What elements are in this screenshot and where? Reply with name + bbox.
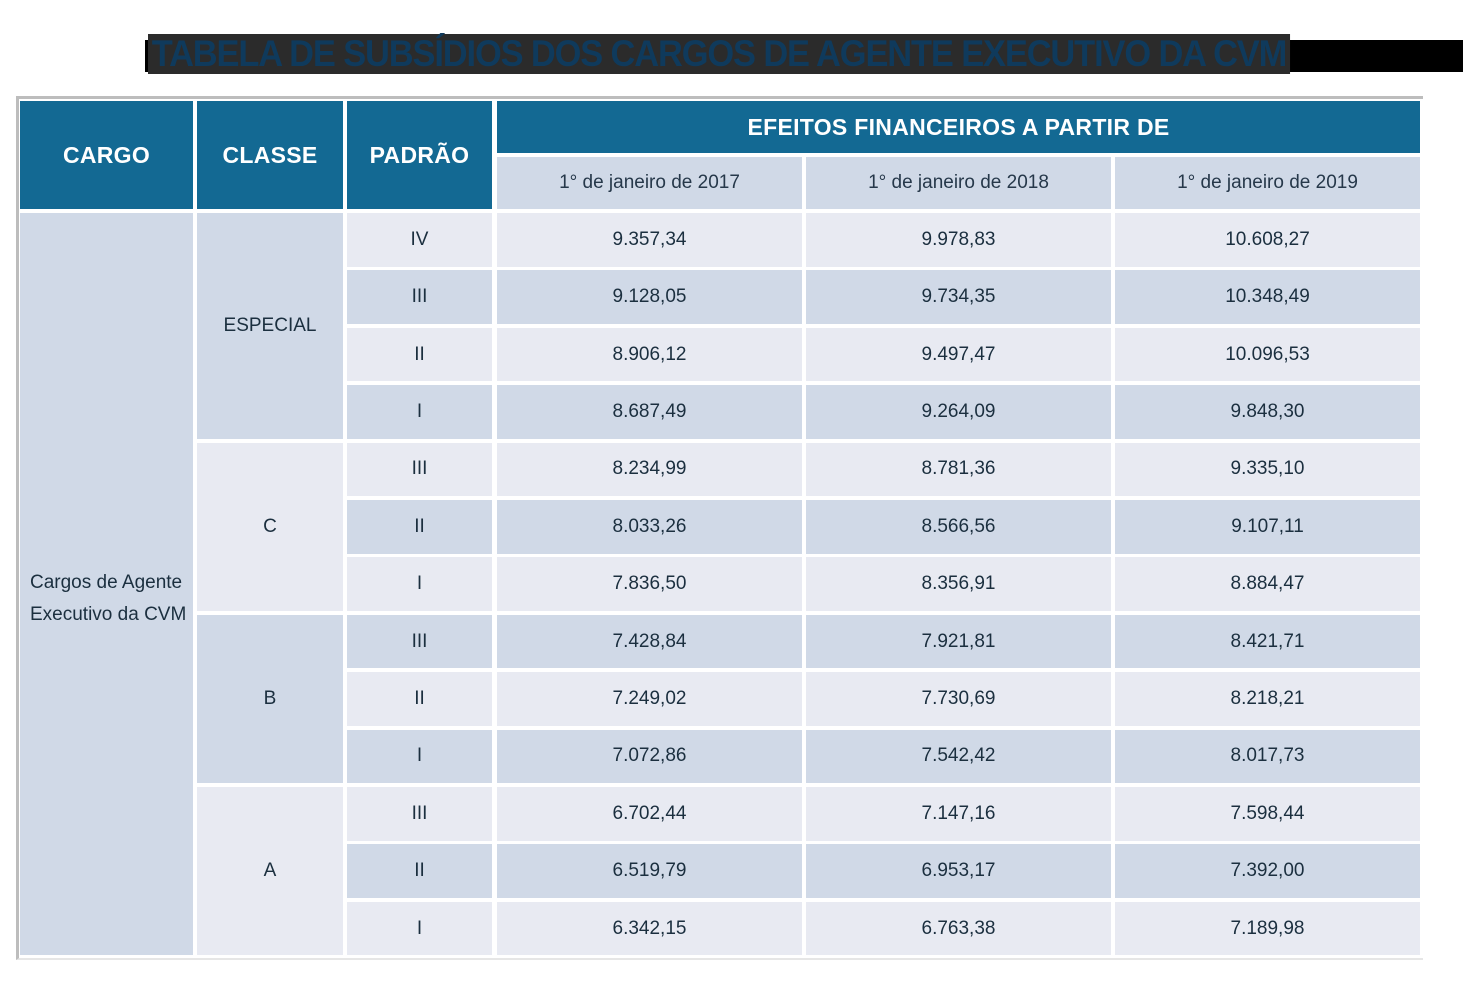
classe-cell-c: C xyxy=(197,442,343,611)
padrao-cell: II xyxy=(347,672,492,726)
header-date-2019: 1° de janeiro de 2019 xyxy=(1115,157,1420,209)
value-cell-2017: 7.249,02 xyxy=(497,672,802,726)
page-title: TABELA DE SUBSÍDIOS DOS CARGOS DE AGENTE… xyxy=(148,34,1290,74)
value-cell-2018: 7.542,42 xyxy=(806,729,1111,784)
cargo-label: Cargos de Agente Executivo da CVM xyxy=(30,567,186,631)
value-cell-2017: 6.519,79 xyxy=(497,844,802,898)
value-cell-2019: 10.608,27 xyxy=(1115,213,1420,267)
value-cell-2018: 8.781,36 xyxy=(806,442,1111,497)
value-cell-2019: 9.335,10 xyxy=(1115,442,1420,497)
header-efeitos-financeiros: EFEITOS FINANCEIROS A PARTIR DE xyxy=(497,101,1420,153)
header-padrao: PADRÃO xyxy=(347,101,492,209)
value-cell-2018: 9.497,47 xyxy=(806,327,1111,382)
value-cell-2019: 8.884,47 xyxy=(1115,557,1420,611)
padrao-cell: I xyxy=(347,729,492,784)
value-cell-2017: 8.687,49 xyxy=(497,385,802,439)
value-cell-2018: 7.147,16 xyxy=(806,787,1111,841)
value-cell-2019: 7.598,44 xyxy=(1115,787,1420,841)
cargo-label-line: Cargos de Agente xyxy=(30,572,183,594)
value-cell-2018: 7.921,81 xyxy=(806,614,1111,669)
padrao-cell: I xyxy=(347,557,492,611)
header-date-2017: 1° de janeiro de 2017 xyxy=(497,157,802,209)
header-date-2018: 1° de janeiro de 2018 xyxy=(806,157,1111,209)
value-cell-2019: 8.017,73 xyxy=(1115,729,1420,784)
value-cell-2019: 7.392,00 xyxy=(1115,844,1420,898)
value-cell-2018: 6.763,38 xyxy=(806,901,1111,956)
value-cell-2017: 6.702,44 xyxy=(497,787,802,841)
value-cell-2018: 8.566,56 xyxy=(806,500,1111,554)
padrao-cell: II xyxy=(347,500,492,554)
value-cell-2017: 8.906,12 xyxy=(497,327,802,382)
value-cell-2017: 7.836,50 xyxy=(497,557,802,611)
value-cell-2019: 8.218,21 xyxy=(1115,672,1420,726)
header-classe: CLASSE xyxy=(197,101,343,209)
value-cell-2017: 9.357,34 xyxy=(497,213,802,267)
value-cell-2019: 8.421,71 xyxy=(1115,614,1420,669)
padrao-cell: III xyxy=(347,270,492,324)
value-cell-2017: 8.033,26 xyxy=(497,500,802,554)
padrao-cell: IV xyxy=(347,213,492,267)
value-cell-2019: 9.107,11 xyxy=(1115,500,1420,554)
cargo-cell: Cargos de Agente Executivo da CVM xyxy=(20,213,193,956)
value-cell-2017: 9.128,05 xyxy=(497,270,802,324)
padrao-cell: II xyxy=(347,327,492,382)
value-cell-2019: 9.848,30 xyxy=(1115,385,1420,439)
classe-cell-a: A xyxy=(197,787,343,956)
value-cell-2019: 7.189,98 xyxy=(1115,901,1420,956)
value-cell-2018: 6.953,17 xyxy=(806,844,1111,898)
padrao-cell: III xyxy=(347,787,492,841)
padrao-cell: III xyxy=(347,442,492,497)
classe-cell-especial: ESPECIAL xyxy=(197,213,343,439)
value-cell-2018: 8.356,91 xyxy=(806,557,1111,611)
value-cell-2019: 10.096,53 xyxy=(1115,327,1420,382)
value-cell-2018: 9.978,83 xyxy=(806,213,1111,267)
value-cell-2017: 8.234,99 xyxy=(497,442,802,497)
cargo-label-line: Executivo da CVM xyxy=(30,604,187,626)
value-cell-2017: 7.072,86 xyxy=(497,729,802,784)
value-cell-2018: 9.734,35 xyxy=(806,270,1111,324)
value-cell-2017: 7.428,84 xyxy=(497,614,802,669)
padrao-cell: I xyxy=(347,385,492,439)
header-cargo: CARGO xyxy=(20,101,193,209)
value-cell-2018: 9.264,09 xyxy=(806,385,1111,439)
padrao-cell: I xyxy=(347,901,492,956)
value-cell-2017: 6.342,15 xyxy=(497,901,802,956)
value-cell-2018: 7.730,69 xyxy=(806,672,1111,726)
padrao-cell: II xyxy=(347,844,492,898)
padrao-cell: III xyxy=(347,614,492,669)
value-cell-2019: 10.348,49 xyxy=(1115,270,1420,324)
classe-cell-b: B xyxy=(197,614,343,784)
